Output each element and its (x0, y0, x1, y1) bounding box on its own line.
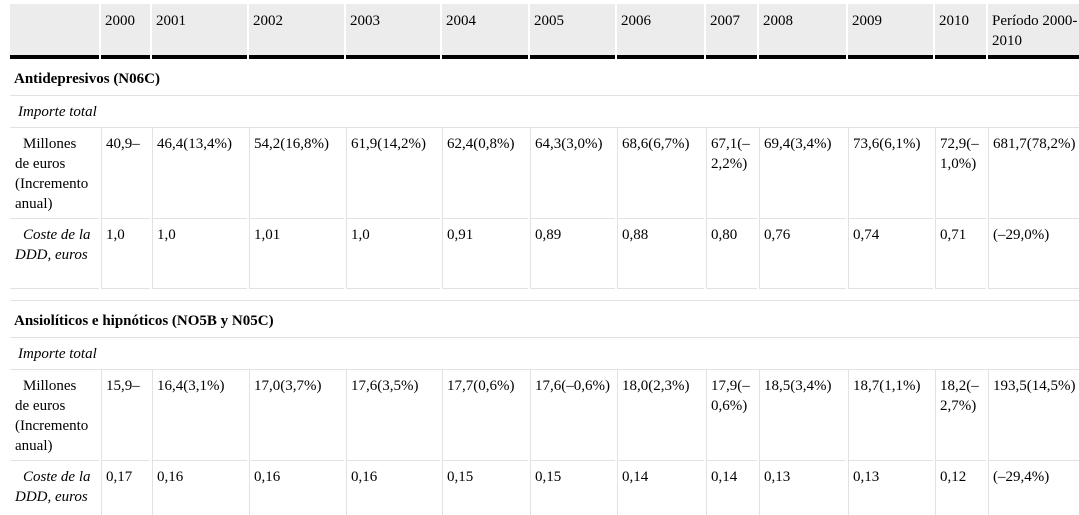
table-row: Millones de euros (Incremento anual) 15,… (10, 370, 1079, 461)
section-title-row: Antidepresivos (N06C) (10, 59, 1079, 96)
value-cell: 72,9(–1,0%) (935, 128, 986, 219)
year-header-cell: 2002 (249, 4, 344, 59)
value-cell: 0,89 (530, 219, 615, 289)
value-cell: 18,7(1,1%) (848, 370, 933, 461)
value-cell: 68,6(6,7%) (617, 128, 704, 219)
value-cell: 0,16 (346, 461, 440, 515)
value-cell: 54,2(16,8%) (249, 128, 344, 219)
value-cell: 1,0 (346, 219, 440, 289)
value-cell: 1,01 (249, 219, 344, 289)
value-cell: 69,4(3,4%) (759, 128, 846, 219)
row-label: Coste de la DDD, euros (10, 461, 99, 515)
year-header-cell: 2010 (935, 4, 986, 59)
value-cell: 64,3(3,0%) (530, 128, 615, 219)
value-cell: 0,16 (249, 461, 344, 515)
value-cell: (–29,4%) (988, 461, 1079, 515)
table-row: Coste de la DDD, euros 0,17 0,16 0,16 0,… (10, 461, 1079, 515)
value-cell: 0,13 (848, 461, 933, 515)
value-cell: 17,7(0,6%) (442, 370, 528, 461)
value-cell: 681,7(78,2%) (988, 128, 1079, 219)
value-cell: 1,0 (152, 219, 247, 289)
row-label: Millones de euros (Incremento anual) (10, 370, 99, 461)
value-cell: 0,15 (530, 461, 615, 515)
value-cell: 0,91 (442, 219, 528, 289)
value-cell: 17,9(–0,6%) (706, 370, 757, 461)
value-cell: 0,74 (848, 219, 933, 289)
value-cell: 0,71 (935, 219, 986, 289)
section-spacer (10, 289, 1079, 301)
year-header-cell: 2007 (706, 4, 757, 59)
year-header-cell: 2004 (442, 4, 528, 59)
value-cell: 1,0 (101, 219, 150, 289)
table-row: Millones de euros (Incremento anual) 40,… (10, 128, 1079, 219)
row-label: Coste de la DDD, euros (10, 219, 99, 289)
row-label-header-cell (10, 4, 99, 59)
value-cell: 0,88 (617, 219, 704, 289)
year-header-cell: 2006 (617, 4, 704, 59)
subsection-title: Importe total (10, 96, 1079, 128)
value-cell: 0,17 (101, 461, 150, 515)
year-header-cell: 2003 (346, 4, 440, 59)
value-cell: 0,14 (706, 461, 757, 515)
value-cell: 17,0(3,7%) (249, 370, 344, 461)
value-cell: 0,16 (152, 461, 247, 515)
value-cell: 17,6(–0,6%) (530, 370, 615, 461)
value-cell: 73,6(6,1%) (848, 128, 933, 219)
value-cell: (–29,0%) (988, 219, 1079, 289)
year-header-cell: 2009 (848, 4, 933, 59)
value-cell: 17,6(3,5%) (346, 370, 440, 461)
year-header-cell: 2008 (759, 4, 846, 59)
value-cell: 18,5(3,4%) (759, 370, 846, 461)
value-cell: 62,4(0,8%) (442, 128, 528, 219)
value-cell: 15,9– (101, 370, 150, 461)
value-cell: 0,12 (935, 461, 986, 515)
row-label: Millones de euros (Incremento anual) (10, 128, 99, 219)
value-cell: 61,9(14,2%) (346, 128, 440, 219)
section-title-row: Ansiolíticos e hipnóticos (NO5B y N05C) (10, 301, 1079, 338)
value-cell: 0,76 (759, 219, 846, 289)
subsection-title: Importe total (10, 338, 1079, 370)
value-cell: 193,5(14,5%) (988, 370, 1079, 461)
table-row: Coste de la DDD, euros 1,0 1,0 1,01 1,0 … (10, 219, 1079, 289)
year-header-cell: 2001 (152, 4, 247, 59)
value-cell: 0,15 (442, 461, 528, 515)
section-title: Ansiolíticos e hipnóticos (NO5B y N05C) (10, 301, 1079, 338)
value-cell: 67,1(–2,2%) (706, 128, 757, 219)
value-cell: 46,4(13,4%) (152, 128, 247, 219)
value-cell: 16,4(3,1%) (152, 370, 247, 461)
value-cell: 18,2(–2,7%) (935, 370, 986, 461)
period-header-cell: Período 2000-2010 (988, 4, 1079, 59)
year-header-cell: 2000 (101, 4, 150, 59)
subsection-row: Importe total (10, 338, 1079, 370)
subsection-row: Importe total (10, 96, 1079, 128)
value-cell: 0,13 (759, 461, 846, 515)
section-title: Antidepresivos (N06C) (10, 59, 1079, 96)
value-cell: 18,0(2,3%) (617, 370, 704, 461)
value-cell: 40,9– (101, 128, 150, 219)
value-cell: 0,14 (617, 461, 704, 515)
value-cell: 0,80 (706, 219, 757, 289)
year-header-cell: 2005 (530, 4, 615, 59)
drug-expenditure-table: 2000 2001 2002 2003 2004 2005 2006 2007 … (8, 4, 1079, 515)
year-header-row: 2000 2001 2002 2003 2004 2005 2006 2007 … (10, 4, 1079, 59)
